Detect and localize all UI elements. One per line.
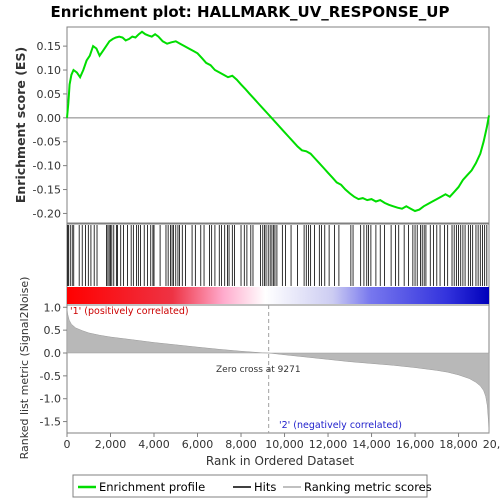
ranking-color-bar: [67, 287, 489, 304]
metric-x-tick-label: 14,000: [352, 438, 391, 451]
metric-y-tick-label: 0.0: [44, 347, 62, 360]
metric-x-axis: 0 2,000 4,000 6,000 8,000 10,000 12,000 14,000 1…: [64, 433, 500, 451]
legend: Enrichment profile Hits Ranking metric s…: [72, 474, 432, 498]
es-y-axis: 0.15 0.10 0.05 0.00 -0.05 -0.10 -0.15 -0.20: [33, 40, 67, 220]
es-panel: 0.15 0.10 0.05 0.00 -0.05 -0.10 -0.15 -0.20 Enr…: [13, 26, 490, 224]
metric-panel: '1' (positively correlated) Zero cross a…: [18, 277, 500, 468]
chart-title: Enrichment plot: HALLMARK_UV_RESPONSE_UP: [51, 3, 450, 21]
es-y-tick-label: 0.05: [37, 88, 62, 101]
metric-y-tick-label: 0.5: [44, 324, 62, 337]
metric-y-axis: 1.0 0.5 0.0 -0.5 -1.0 -1.5: [40, 301, 67, 429]
metric-plot-frame: [66, 304, 490, 434]
legend-metric-label: Ranking metric scores: [304, 480, 432, 494]
metric-x-tick-label: 20,000: [483, 438, 500, 451]
hits-panel: [66, 223, 490, 306]
metric-x-label: Rank in Ordered Dataset: [206, 454, 354, 468]
metric-x-tick-label: 6,000: [182, 438, 214, 451]
legend-hits-label: Hits: [254, 480, 276, 494]
metric-x-tick-label: 18,000: [439, 438, 478, 451]
metric-x-tick-label: 2,000: [95, 438, 127, 451]
metric-x-tick-label: 10,000: [265, 438, 304, 451]
es-y-tick-label: 0.00: [37, 112, 62, 125]
es-y-tick-label: 0.15: [37, 40, 62, 53]
metric-x-tick-label: 12,000: [309, 438, 348, 451]
metric-y-tick-label: -0.5: [40, 370, 61, 383]
zero-cross-annotation: Zero cross at 9271: [216, 365, 301, 375]
metric-y-label: Ranked list metric (Signal2Noise): [18, 277, 31, 460]
es-y-tick-label: -0.20: [33, 207, 61, 220]
es-y-tick-label: 0.10: [37, 64, 62, 77]
metric-x-tick-label: 4,000: [138, 438, 170, 451]
hits-ticks: [67, 225, 488, 286]
legend-enrichment-label: Enrichment profile: [99, 480, 205, 494]
metric-x-tick-label: 16,000: [396, 438, 435, 451]
es-y-label: Enrichment score (ES): [13, 47, 28, 203]
metric-y-tick-label: -1.5: [40, 416, 61, 429]
negative-annotation: '2' (negatively correlated): [279, 420, 402, 431]
metric-y-tick-label: 1.0: [44, 301, 62, 314]
metric-x-tick-label: 0: [64, 438, 71, 451]
es-y-tick-label: -0.15: [33, 184, 61, 197]
positive-annotation: '1' (positively correlated): [70, 306, 189, 317]
es-y-tick-label: -0.05: [33, 136, 61, 149]
metric-x-tick-label: 8,000: [225, 438, 257, 451]
legend-frame: [72, 474, 428, 498]
es-y-tick-label: -0.10: [33, 160, 61, 173]
enrichment-profile-line: [66, 30, 490, 213]
ranking-metric-area: [66, 308, 490, 434]
metric-y-tick-label: -1.0: [40, 393, 61, 406]
